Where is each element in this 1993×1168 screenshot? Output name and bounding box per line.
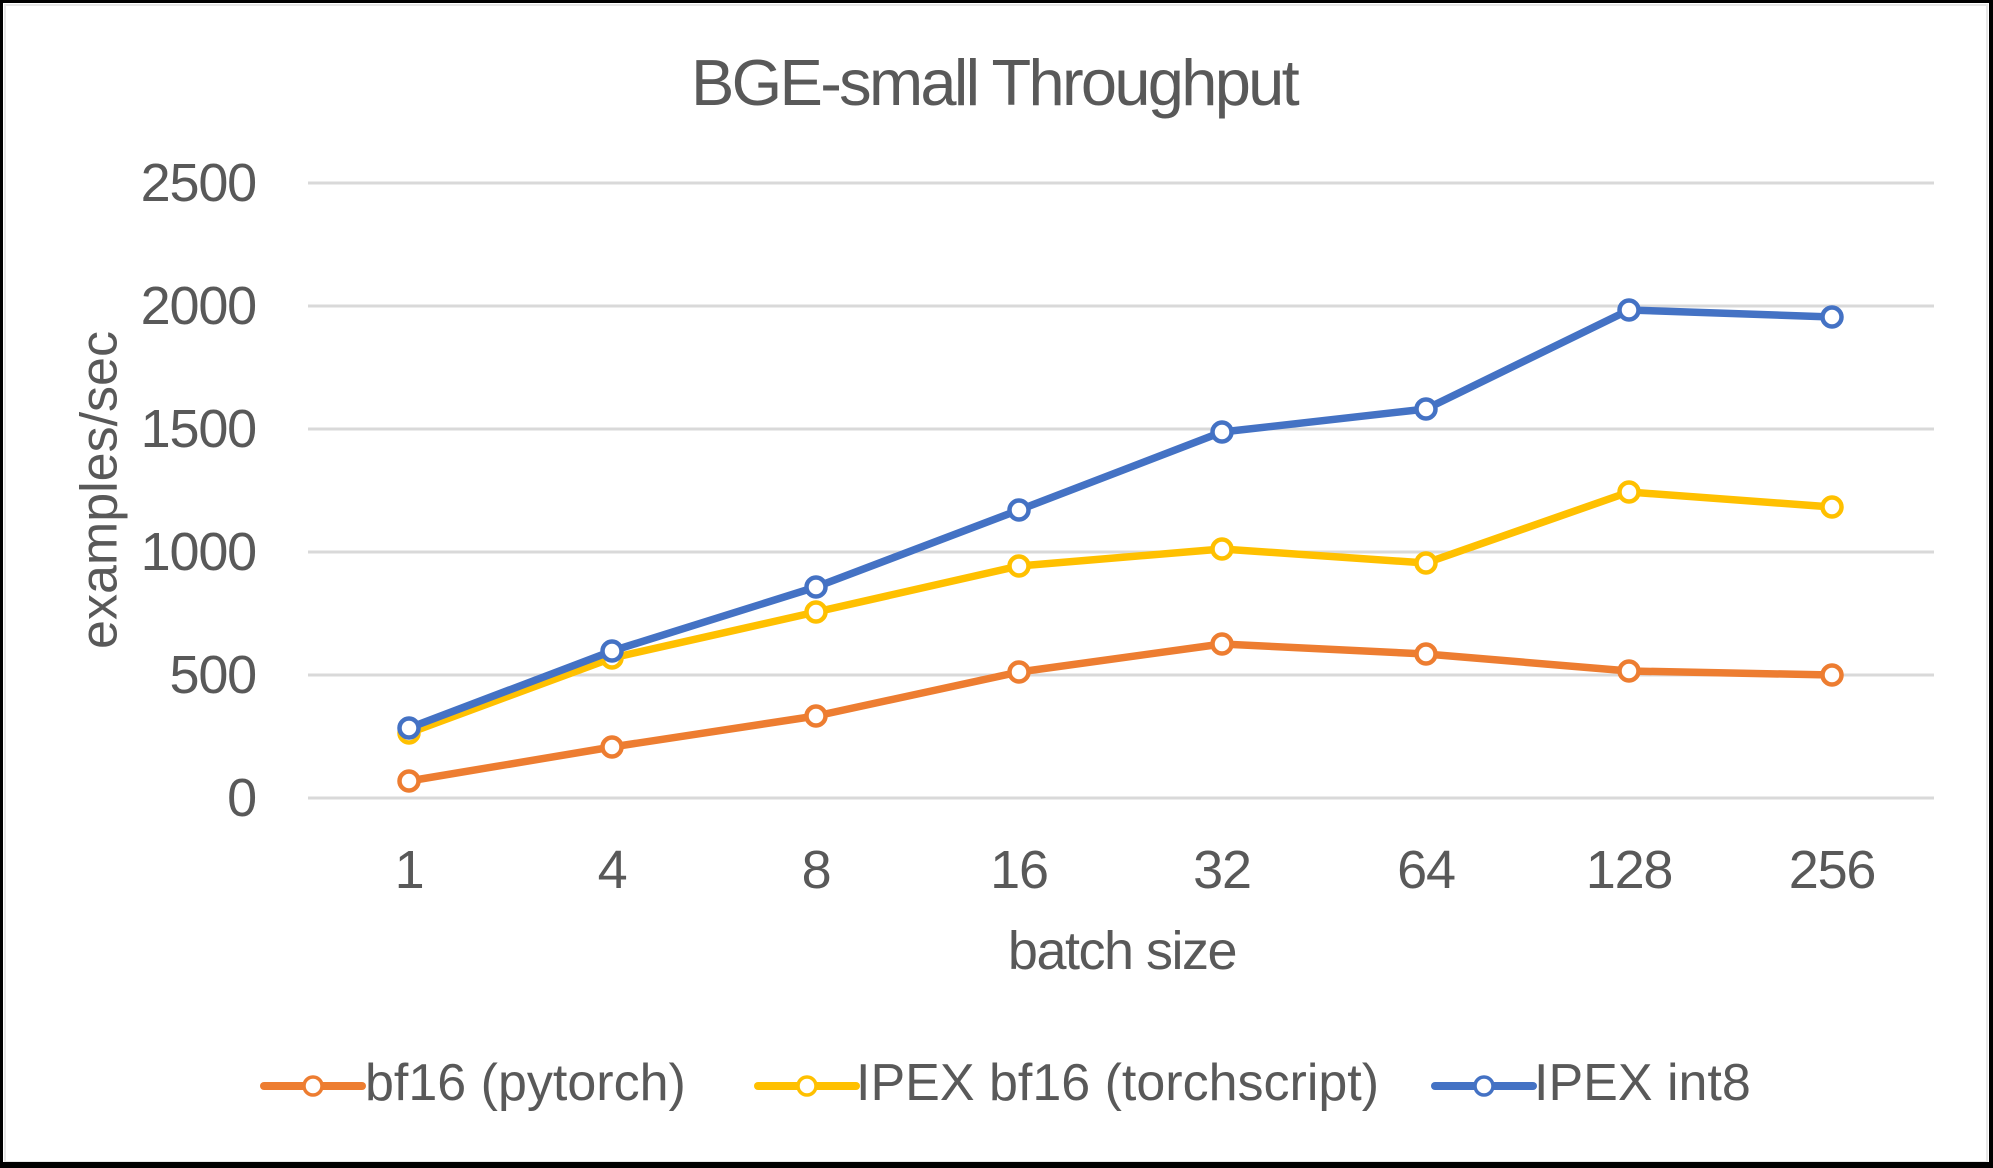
svg-text:bf16 (pytorch): bf16 (pytorch): [365, 1054, 686, 1112]
svg-text:0: 0: [227, 768, 256, 828]
svg-text:IPEX int8: IPEX int8: [1534, 1054, 1751, 1112]
svg-text:8: 8: [802, 840, 831, 900]
svg-text:2500: 2500: [141, 153, 256, 213]
svg-text:16: 16: [990, 840, 1048, 900]
svg-text:BGE-small Throughput: BGE-small Throughput: [691, 46, 1300, 119]
svg-text:256: 256: [1789, 840, 1876, 900]
svg-text:500: 500: [170, 645, 257, 705]
svg-text:2000: 2000: [141, 276, 256, 336]
svg-text:1500: 1500: [141, 399, 256, 459]
svg-text:examples/sec: examples/sec: [71, 331, 129, 649]
svg-text:1000: 1000: [141, 522, 256, 582]
svg-text:32: 32: [1193, 840, 1251, 900]
svg-text:64: 64: [1397, 840, 1455, 900]
svg-text:4: 4: [598, 840, 627, 900]
svg-text:batch size: batch size: [1008, 921, 1236, 981]
svg-text:1: 1: [395, 840, 424, 900]
svg-text:128: 128: [1586, 840, 1673, 900]
svg-text:IPEX bf16 (torchscript): IPEX bf16 (torchscript): [856, 1054, 1379, 1112]
